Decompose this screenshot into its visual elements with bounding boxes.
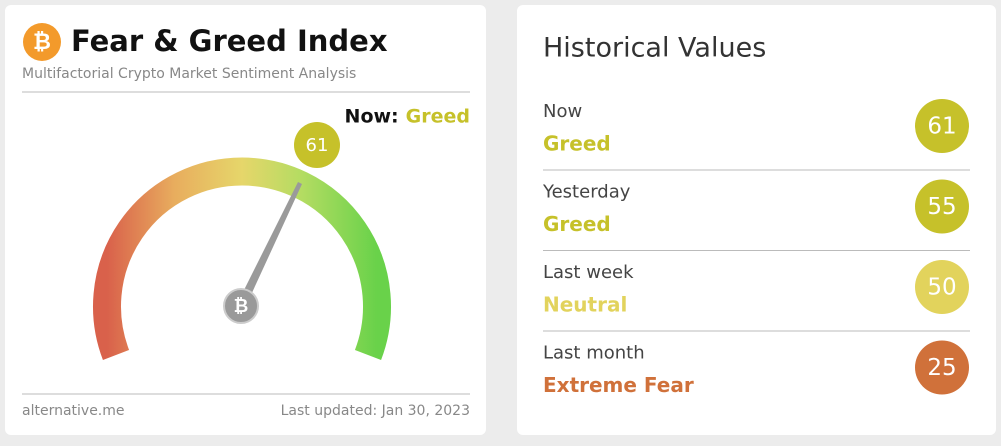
right-card xyxy=(517,5,996,435)
history-rows: Now Greed 61 Yesterday Greed 55 Last week Neutr… xyxy=(542,99,970,397)
needle xyxy=(237,182,302,308)
now-classification: Greed xyxy=(406,106,470,128)
bitcoin-symbol: ₿ xyxy=(33,30,51,55)
value-badge xyxy=(915,340,969,395)
value: 61 xyxy=(927,114,956,140)
period: Last week xyxy=(543,262,634,283)
source: alternative.me xyxy=(22,403,125,419)
classification: Greed xyxy=(543,132,611,156)
period: Last month xyxy=(543,343,645,364)
classification: Greed xyxy=(543,212,611,236)
value-badge xyxy=(915,99,969,153)
title: Fear & Greed Index xyxy=(71,24,388,58)
value: 50 xyxy=(927,275,956,301)
period: Now xyxy=(543,101,582,122)
classification: Extreme Fear xyxy=(543,373,694,397)
needle-pivot xyxy=(223,288,259,324)
last-updated: Last updated: Jan 30, 2023 xyxy=(281,403,470,419)
subtitle: Multifactorial Crypto Market Sentiment A… xyxy=(22,66,356,82)
pivot-symbol: ₿ xyxy=(234,296,249,317)
title: Historical Values xyxy=(543,33,766,64)
classification: Neutral xyxy=(543,293,627,317)
value-badge xyxy=(294,122,340,168)
value-badge xyxy=(915,260,969,314)
gauge-arc xyxy=(93,157,391,361)
value-badge xyxy=(915,179,969,234)
period: Yesterday xyxy=(542,182,631,203)
now-label: Now: xyxy=(345,106,399,128)
value: 61 xyxy=(306,135,329,156)
bitcoin-icon xyxy=(23,23,61,61)
value: 25 xyxy=(927,355,956,381)
value: 55 xyxy=(927,194,956,220)
